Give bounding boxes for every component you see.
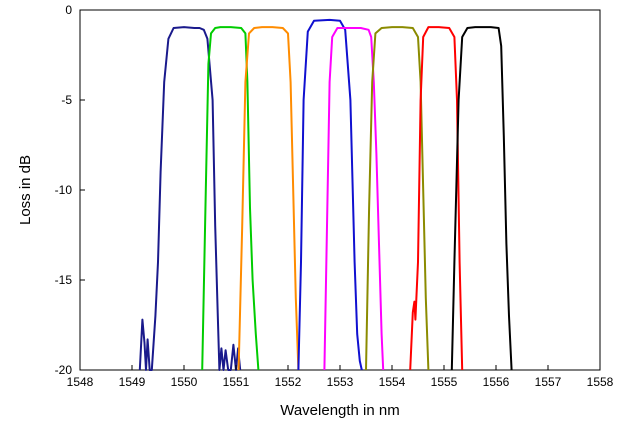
series-line-8	[450, 26, 513, 371]
series-line-1	[138, 26, 242, 371]
y-tick-label: -20	[55, 363, 73, 377]
series-line-4	[297, 18, 363, 371]
x-tick-label: 1558	[587, 375, 614, 389]
x-tick-label: 1548	[67, 375, 94, 389]
x-axis-title: Wavelength in nm	[280, 402, 400, 419]
x-tick-label: 1549	[119, 375, 146, 389]
series-line-6	[365, 26, 430, 371]
x-tick-label: 1551	[223, 375, 250, 389]
y-tick-label: 0	[65, 3, 72, 17]
x-axis-ticks: 1548 1549 1550 1551 1552 1553 1554 1555 1556 1557…	[67, 365, 614, 389]
x-tick-label: 1550	[171, 375, 198, 389]
y-axis-ticks: 0 -5 -10 -15 -20	[55, 3, 85, 377]
y-tick-label: -15	[55, 273, 73, 287]
x-tick-label: 1556	[483, 375, 510, 389]
plot-frame	[79, 9, 601, 371]
series-line-7	[409, 26, 464, 371]
y-tick-label: -10	[55, 183, 73, 197]
x-tick-label: 1555	[431, 375, 458, 389]
x-tick-label: 1552	[275, 375, 302, 389]
x-tick-label: 1554	[379, 375, 406, 389]
series-line-3	[237, 26, 300, 371]
series-line-2	[201, 26, 260, 371]
x-tick-label: 1553	[327, 375, 354, 389]
y-axis-title: Loss in dB	[17, 155, 34, 225]
series-layer	[138, 18, 513, 371]
series-line-5	[323, 27, 385, 371]
x-tick-label: 1557	[535, 375, 562, 389]
y-tick-label: -5	[61, 93, 72, 107]
